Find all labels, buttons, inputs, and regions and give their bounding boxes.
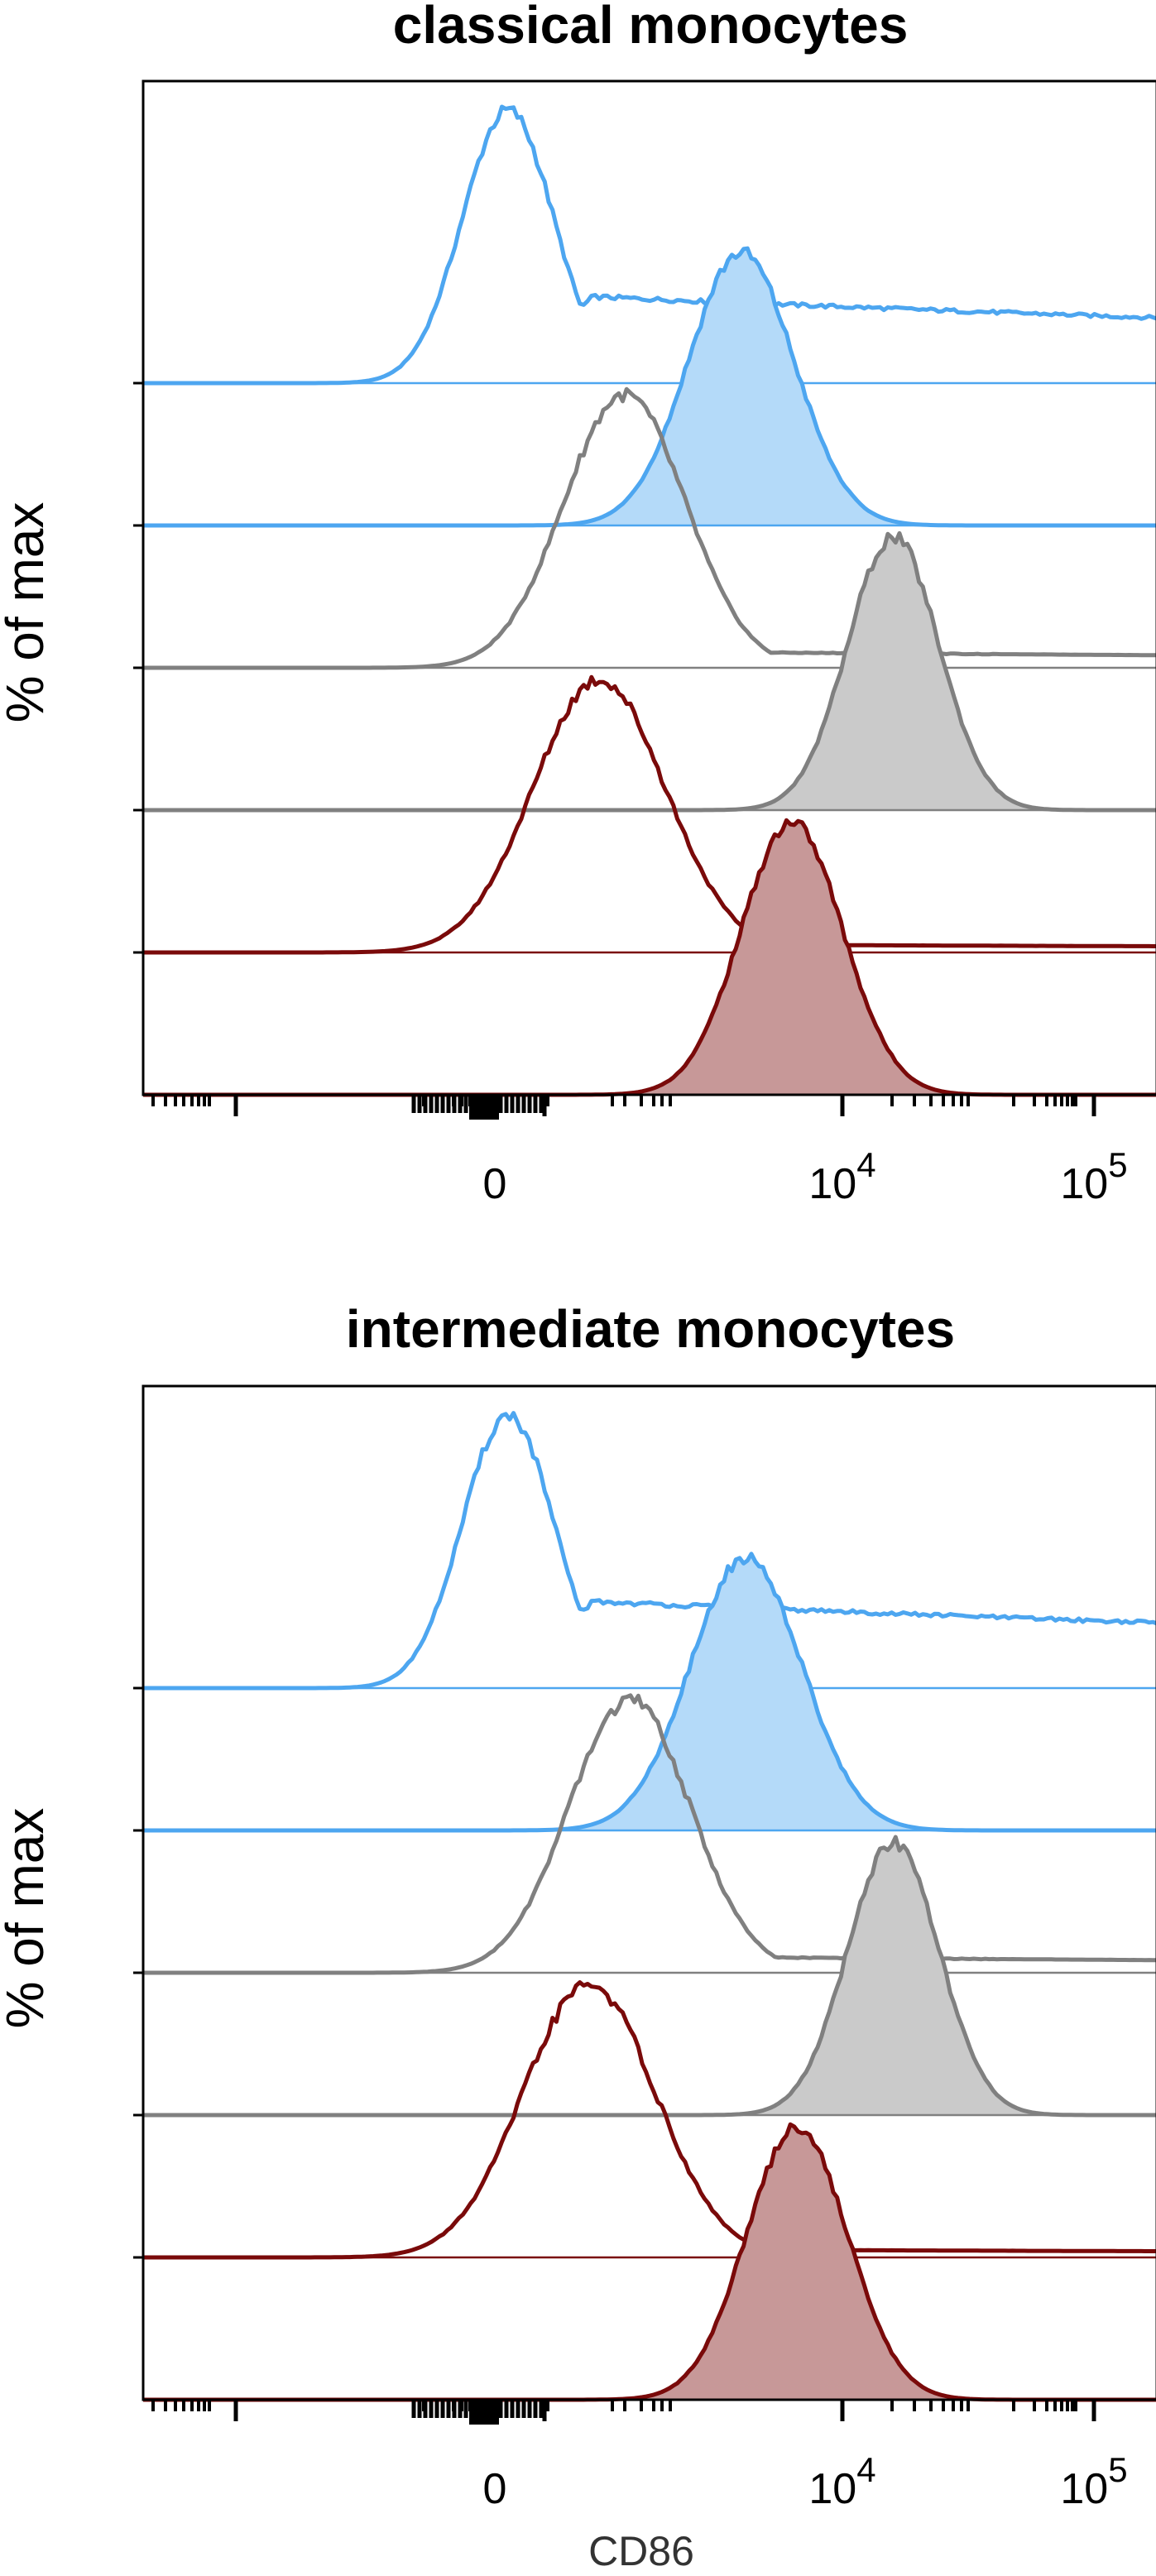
y-axis-label: % of max [0,502,55,723]
histogram-curve-4 [143,674,1156,955]
plot-area [133,1411,1156,2402]
panel-title: classical monocytes [393,0,909,55]
x-tick-label-0: 0 [483,1160,507,1208]
x-tick-label-0: 0 [483,2465,507,2513]
histogram-curve-3 [143,530,1156,813]
panel-classical-monocytes: classical monocytes % of max 0 104 105 [0,0,1156,1208]
histogram-curve-2 [143,1693,1156,1975]
x-tick-label-1e4: 104 [808,1145,875,1208]
x-tick-label-1e5: 105 [1060,1145,1127,1208]
x-axis-label: CD86 [588,2528,694,2574]
histogram-curve-5 [143,818,1156,1097]
histogram-curve-4 [143,1980,1156,2260]
histogram-fill-3 [143,1837,1156,2115]
histogram-curve-1 [143,246,1156,528]
histogram-curve-2 [143,386,1156,670]
histogram-fill-1 [143,248,1156,525]
histogram-curve-3 [143,1835,1156,2118]
x-axis-ticks [151,2400,1096,2425]
histogram-fill-5 [143,820,1156,1095]
histogram-fill-3 [143,533,1156,810]
x-axis-ticks [151,1095,1096,1120]
panel-title: intermediate monocytes [346,1299,955,1359]
histogram-curve-0 [143,1411,1156,1691]
y-axis-label: % of max [0,1808,55,2029]
histogram-curve-1 [143,1552,1156,1833]
histogram-curve-0 [143,104,1156,386]
histogram-curve-5 [143,2122,1156,2402]
plot-frame [142,1384,1156,2401]
plot-frame [142,79,1156,1096]
histogram-fill-5 [143,2124,1156,2400]
panel-intermediate-monocytes: intermediate monocytes % of max 0 104 10… [0,1299,1156,2574]
x-tick-label-1e5: 105 [1060,2450,1127,2513]
x-tick-label-1e4: 104 [808,2450,875,2513]
plot-area [133,104,1156,1097]
histogram-fill-1 [143,1553,1156,1830]
